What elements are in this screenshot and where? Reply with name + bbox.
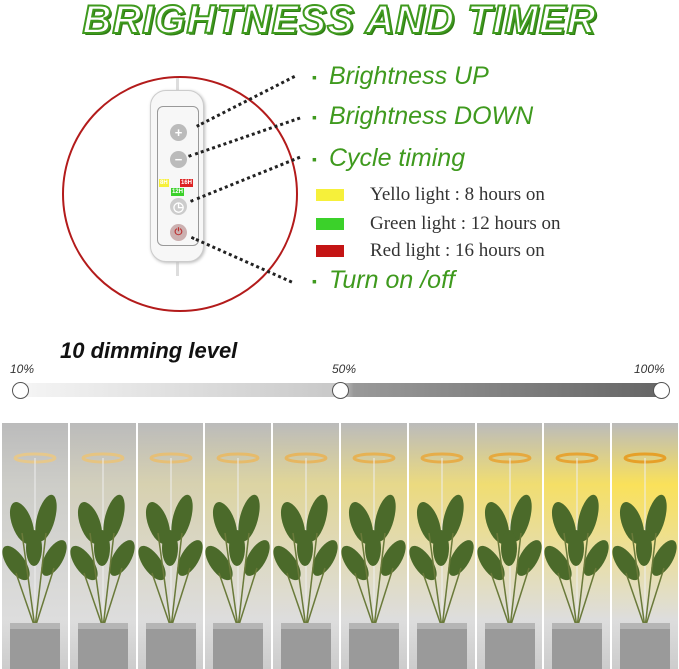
dimming-photo-90 [544, 423, 611, 669]
feature-brightness-down: ▪ Brightness DOWN [312, 102, 534, 130]
dimming-photo-30 [137, 423, 204, 669]
dimming-photo-100 [612, 423, 678, 669]
remote-control: + − 8H 16H 12H ◷ ⏻ [150, 90, 204, 262]
feature-turn-on-off: ▪ Turn on /off [312, 266, 455, 294]
label-50: 50% [332, 362, 357, 376]
timer-icon: ◷ [170, 198, 187, 215]
dimming-photo-60 [340, 423, 407, 669]
dimming-knob-50 [332, 382, 349, 399]
dimming-photo-70 [408, 423, 475, 669]
remote-highlight-circle [62, 76, 298, 312]
dimming-photo-40 [205, 423, 272, 669]
dimming-photo-strip [2, 423, 678, 669]
yellow-swatch [316, 189, 344, 201]
timer-green: Green light : 12 hours on [316, 213, 561, 235]
tag-8h: 8H [159, 179, 169, 187]
dimming-knob-10 [12, 382, 29, 399]
feature-cycle-timing: ▪ Cycle timing [312, 144, 466, 172]
dimming-photo-10 [2, 423, 68, 669]
red-swatch [316, 245, 344, 257]
timer-red: Red light : 16 hours on [316, 240, 545, 262]
dimming-knob-100 [653, 382, 670, 399]
dimming-photo-20 [69, 423, 136, 669]
label-10: 10% [10, 362, 35, 376]
dimming-photo-50 [273, 423, 339, 669]
plus-icon: + [170, 124, 187, 141]
dimming-title: 10 dimming level [60, 338, 238, 363]
cable [176, 78, 179, 92]
dimming-photo-80 [476, 423, 543, 669]
cable [176, 260, 179, 276]
power-icon: ⏻ [170, 224, 187, 241]
timer-yellow: Yello light : 8 hours on [316, 184, 545, 206]
label-100: 100% [634, 362, 665, 376]
minus-icon: − [170, 151, 187, 168]
tag-12h: 12H [171, 188, 185, 196]
green-swatch [316, 218, 344, 230]
tag-16h: 16H [180, 179, 194, 187]
feature-brightness-up: ▪ Brightness UP [312, 62, 489, 90]
page-title: BRIGHTNESS AND TIMER [81, 0, 597, 43]
